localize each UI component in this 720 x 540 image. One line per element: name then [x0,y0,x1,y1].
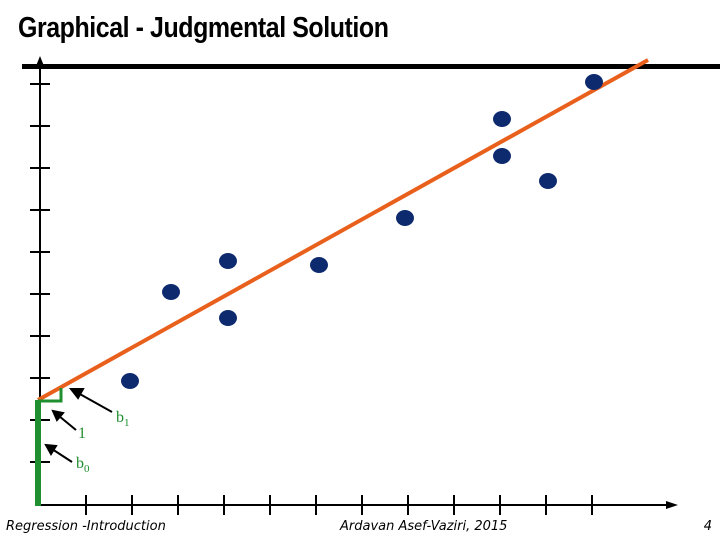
slope-arrow [77,392,113,413]
data-point [493,148,511,164]
slope-arrowhead [68,388,85,400]
data-point [493,111,511,127]
intercept-arrow [51,448,73,463]
data-point [121,373,139,389]
footer-author: Ardavan Asef-Vaziri, 2015 [340,519,508,534]
slope-label: b1 [116,409,130,429]
data-point [219,310,237,326]
page-number: 4 [703,519,712,534]
slide-title: Graphical - Judgmental Solution [18,12,389,44]
top-rule [22,64,720,69]
data-point [539,173,557,189]
regression-line [37,58,649,402]
x-axis-arrowhead [666,501,678,509]
intercept-label: b0 [76,455,90,475]
x-axis-ticks [85,495,593,515]
run-arrow [58,415,77,431]
data-point [396,210,414,226]
run-arrowhead [51,409,65,422]
slope-run-label: 1 [78,425,86,442]
slope-triangle [38,388,63,403]
data-point [162,284,180,300]
footer-topic: Regression -Introduction [6,519,166,534]
y-axis-arrowhead [36,56,44,66]
intercept-arrowhead [44,443,58,456]
data-point [310,257,328,273]
intercept-bar [35,400,41,506]
data-points [121,74,603,389]
data-point [585,74,603,90]
data-point [219,253,237,269]
